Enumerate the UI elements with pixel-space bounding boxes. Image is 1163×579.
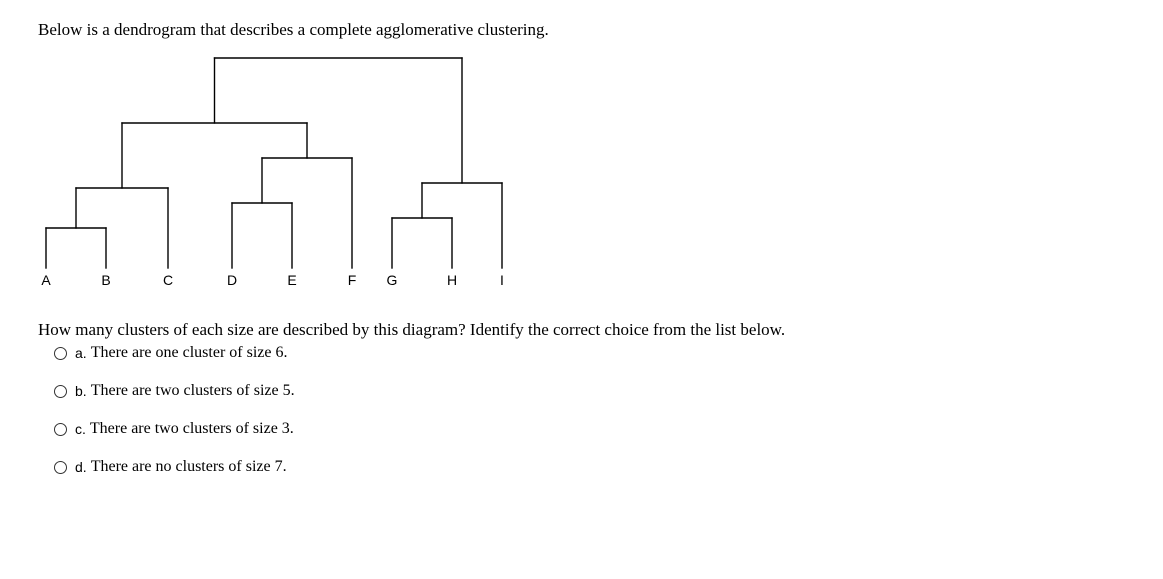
- choice-letter: c.: [75, 421, 86, 437]
- leaf-label-D: D: [227, 272, 237, 288]
- choice-b[interactable]: b. There are two clusters of size 5.: [54, 382, 1125, 400]
- choice-letter: d.: [75, 459, 87, 475]
- radio-icon: [54, 347, 67, 360]
- choice-text: There are two clusters of size 5.: [91, 382, 295, 400]
- leaf-label-A: A: [41, 272, 50, 288]
- leaf-label-E: E: [287, 272, 296, 288]
- dendrogram: A B C D E F G H I: [34, 48, 594, 298]
- dendrogram-svg: [34, 48, 594, 298]
- leaf-label-H: H: [447, 272, 457, 288]
- choice-text: There are two clusters of size 3.: [90, 420, 294, 438]
- radio-icon: [54, 461, 67, 474]
- radio-icon: [54, 385, 67, 398]
- leaf-label-B: B: [101, 272, 110, 288]
- choice-letter: a.: [75, 345, 87, 361]
- leaf-label-I: I: [500, 272, 504, 288]
- choice-text: There are one cluster of size 6.: [91, 344, 288, 362]
- choice-a[interactable]: a. There are one cluster of size 6.: [54, 344, 1125, 362]
- leaf-label-C: C: [163, 272, 173, 288]
- choices-list: a. There are one cluster of size 6. b. T…: [38, 344, 1125, 476]
- choice-text: There are no clusters of size 7.: [91, 458, 287, 476]
- choice-letter: b.: [75, 383, 87, 399]
- leaf-label-G: G: [387, 272, 398, 288]
- question-page: Below is a dendrogram that describes a c…: [0, 0, 1163, 579]
- choice-c[interactable]: c. There are two clusters of size 3.: [54, 420, 1125, 438]
- choice-d[interactable]: d. There are no clusters of size 7.: [54, 458, 1125, 476]
- leaf-label-F: F: [348, 272, 357, 288]
- intro-text: Below is a dendrogram that describes a c…: [38, 20, 1125, 40]
- question-text: How many clusters of each size are descr…: [38, 320, 1125, 340]
- radio-icon: [54, 423, 67, 436]
